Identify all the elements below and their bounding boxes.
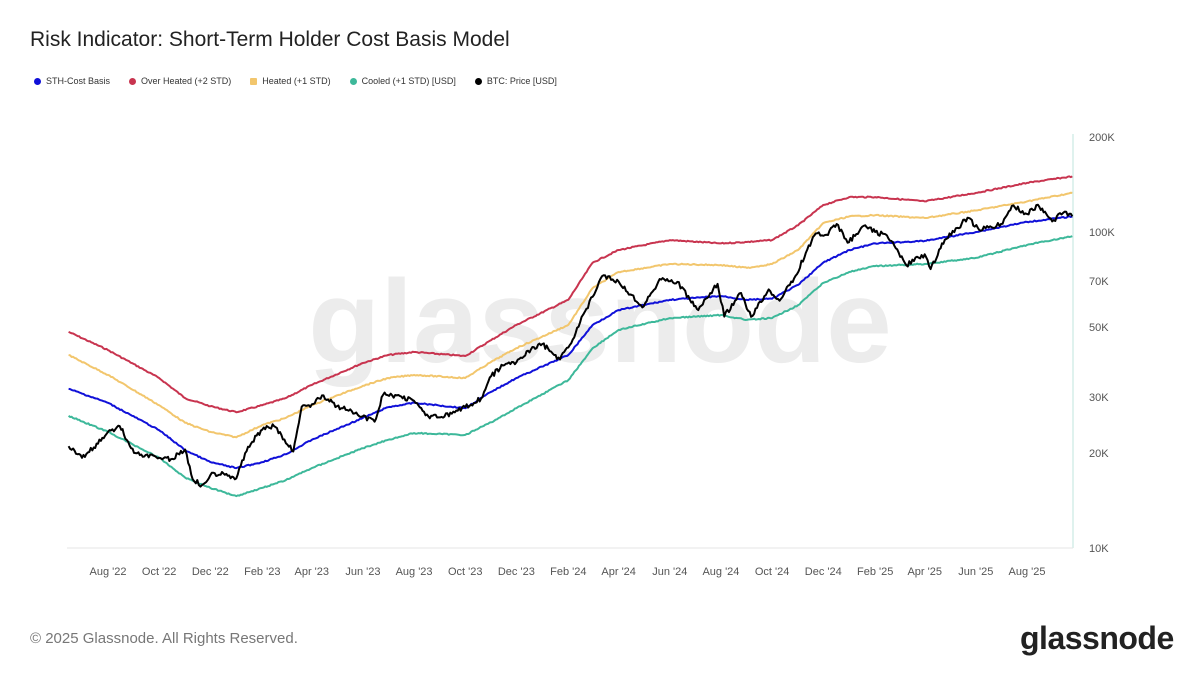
legend-label: BTC: Price [USD] — [486, 76, 557, 86]
x-tick-label: Aug '24 — [702, 566, 739, 578]
x-tick-label: Jun '23 — [345, 566, 380, 578]
series-line-price — [67, 203, 1074, 488]
x-tick-label: Oct '23 — [448, 566, 483, 578]
x-tick-label: Aug '25 — [1009, 566, 1046, 578]
y-tick-label: 100K — [1089, 227, 1115, 239]
x-tick-label: Oct '22 — [142, 566, 177, 578]
y-tick-label: 70K — [1089, 276, 1109, 288]
x-tick-label: Apr '24 — [601, 566, 636, 578]
series-line-heated — [68, 191, 1073, 439]
x-tick-label: Dec '24 — [805, 566, 842, 578]
legend-marker — [349, 77, 357, 85]
legend-marker — [250, 77, 258, 85]
series-line-overheated — [68, 175, 1073, 414]
y-tick-label: 30K — [1089, 392, 1109, 404]
legend-marker — [34, 77, 41, 85]
legend-item-cooled[interactable]: Cooled (+1 STD) [USD] — [349, 76, 456, 86]
legend: STH-Cost Basis Over Heated (+2 STD) Heat… — [34, 76, 557, 86]
legend-label: STH-Cost Basis — [46, 76, 111, 86]
x-tick-label: Feb '24 — [550, 566, 586, 578]
legend-item-overheated[interactable]: Over Heated (+2 STD) — [129, 76, 231, 86]
legend-label: Heated (+1 STD) — [262, 76, 331, 86]
legend-item-sth[interactable]: STH-Cost Basis — [34, 76, 110, 86]
chart-title: Risk Indicator: Short-Term Holder Cost B… — [30, 28, 510, 51]
x-tick-label: Dec '23 — [498, 566, 535, 578]
y-tick-label: 20K — [1089, 448, 1109, 460]
x-tick-label: Apr '25 — [907, 566, 942, 578]
x-tick-label: Jun '25 — [958, 566, 993, 578]
glassnode-logo: glassnode — [1020, 620, 1174, 656]
x-tick-label: Dec '22 — [192, 566, 229, 578]
legend-item-price[interactable]: BTC: Price [USD] — [474, 76, 557, 86]
legend-marker — [129, 77, 137, 85]
x-tick-label: Feb '25 — [857, 566, 893, 578]
series-line-sth — [68, 215, 1073, 470]
legend-label: Over Heated (+2 STD) — [141, 76, 232, 86]
x-tick-label: Feb '23 — [244, 566, 280, 578]
legend-marker — [474, 77, 482, 85]
x-tick-label: Jun '24 — [652, 566, 687, 578]
x-tick-label: Aug '22 — [90, 566, 127, 578]
legend-label: Cooled (+1 STD) [USD] — [361, 76, 456, 86]
copyright: © 2025 Glassnode. All Rights Reserved. — [30, 630, 298, 647]
y-tick-label: 10K — [1089, 543, 1109, 555]
x-tick-label: Apr '23 — [294, 566, 329, 578]
y-tick-label: 200K — [1089, 132, 1115, 144]
x-tick-label: Aug '23 — [396, 566, 433, 578]
y-tick-label: 50K — [1089, 322, 1109, 334]
legend-item-heated[interactable]: Heated (+1 STD) — [250, 76, 331, 86]
x-tick-label: Oct '24 — [755, 566, 790, 578]
